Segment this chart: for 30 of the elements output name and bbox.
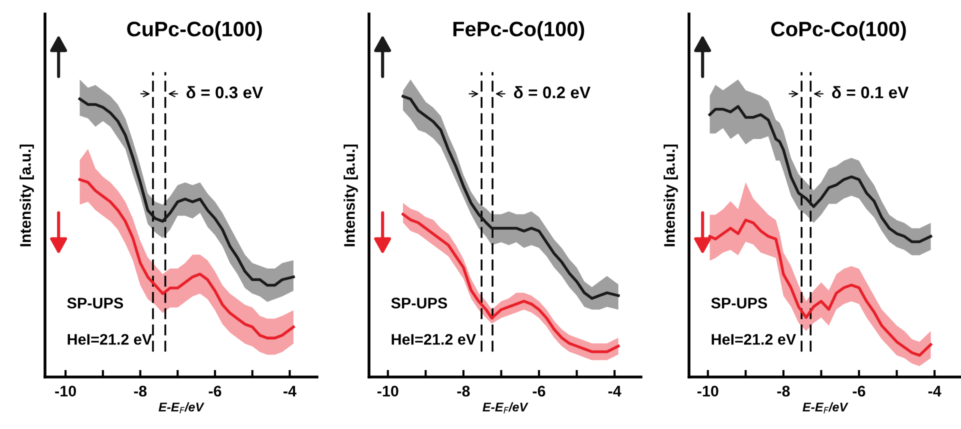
text: δ = 0.1 eV <box>832 86 909 98</box>
x-tick-label: -8 <box>134 386 147 397</box>
annotation: HeI=21.2 eV <box>712 334 796 345</box>
chart-title: CuPc-Co(100) <box>127 21 262 41</box>
y-axis-title: Intensity [a.u.] <box>20 144 34 246</box>
x-tick-label: -4 <box>928 386 942 396</box>
chart-title: CoPc-Co(100) <box>771 21 906 41</box>
annotation: HeI=21.2 eV <box>392 334 476 345</box>
annotation: SP-UPS <box>391 298 448 308</box>
x-axis-title: E-E$_{F}$/eV <box>158 402 204 414</box>
y-axis-title: Intensity [a.u.] <box>664 144 678 246</box>
x-tick-label: -10 <box>697 386 718 397</box>
y-axis-title: Intensity [a.u.] <box>344 144 358 246</box>
x-tick-label: -10 <box>377 386 398 397</box>
x-tick-label: -8 <box>457 386 470 397</box>
annotation: HeI=21.2 eV <box>68 334 152 345</box>
text: δ = 0.3 eV <box>186 86 264 98</box>
annotation: δ = 0.2 eV <box>514 86 590 98</box>
x-tick-label: -6 <box>208 386 222 397</box>
x-axis-title: E-E$_{F}$/eV <box>482 402 528 414</box>
annotation: SP-UPS <box>67 298 124 308</box>
x-tick-label: -4 <box>608 386 622 396</box>
annotation: SP-UPS <box>711 298 768 308</box>
x-tick-label: -6 <box>852 386 866 397</box>
x-tick-label: -8 <box>777 386 790 397</box>
x-tick-label: -6 <box>532 386 546 397</box>
x-axis-title: E-E$_{F}$/eV <box>802 402 848 414</box>
x-tick-label: -10 <box>55 386 76 397</box>
x-tick-label: -4 <box>284 386 296 396</box>
chart-title: FePc-Co(100) <box>453 21 584 41</box>
